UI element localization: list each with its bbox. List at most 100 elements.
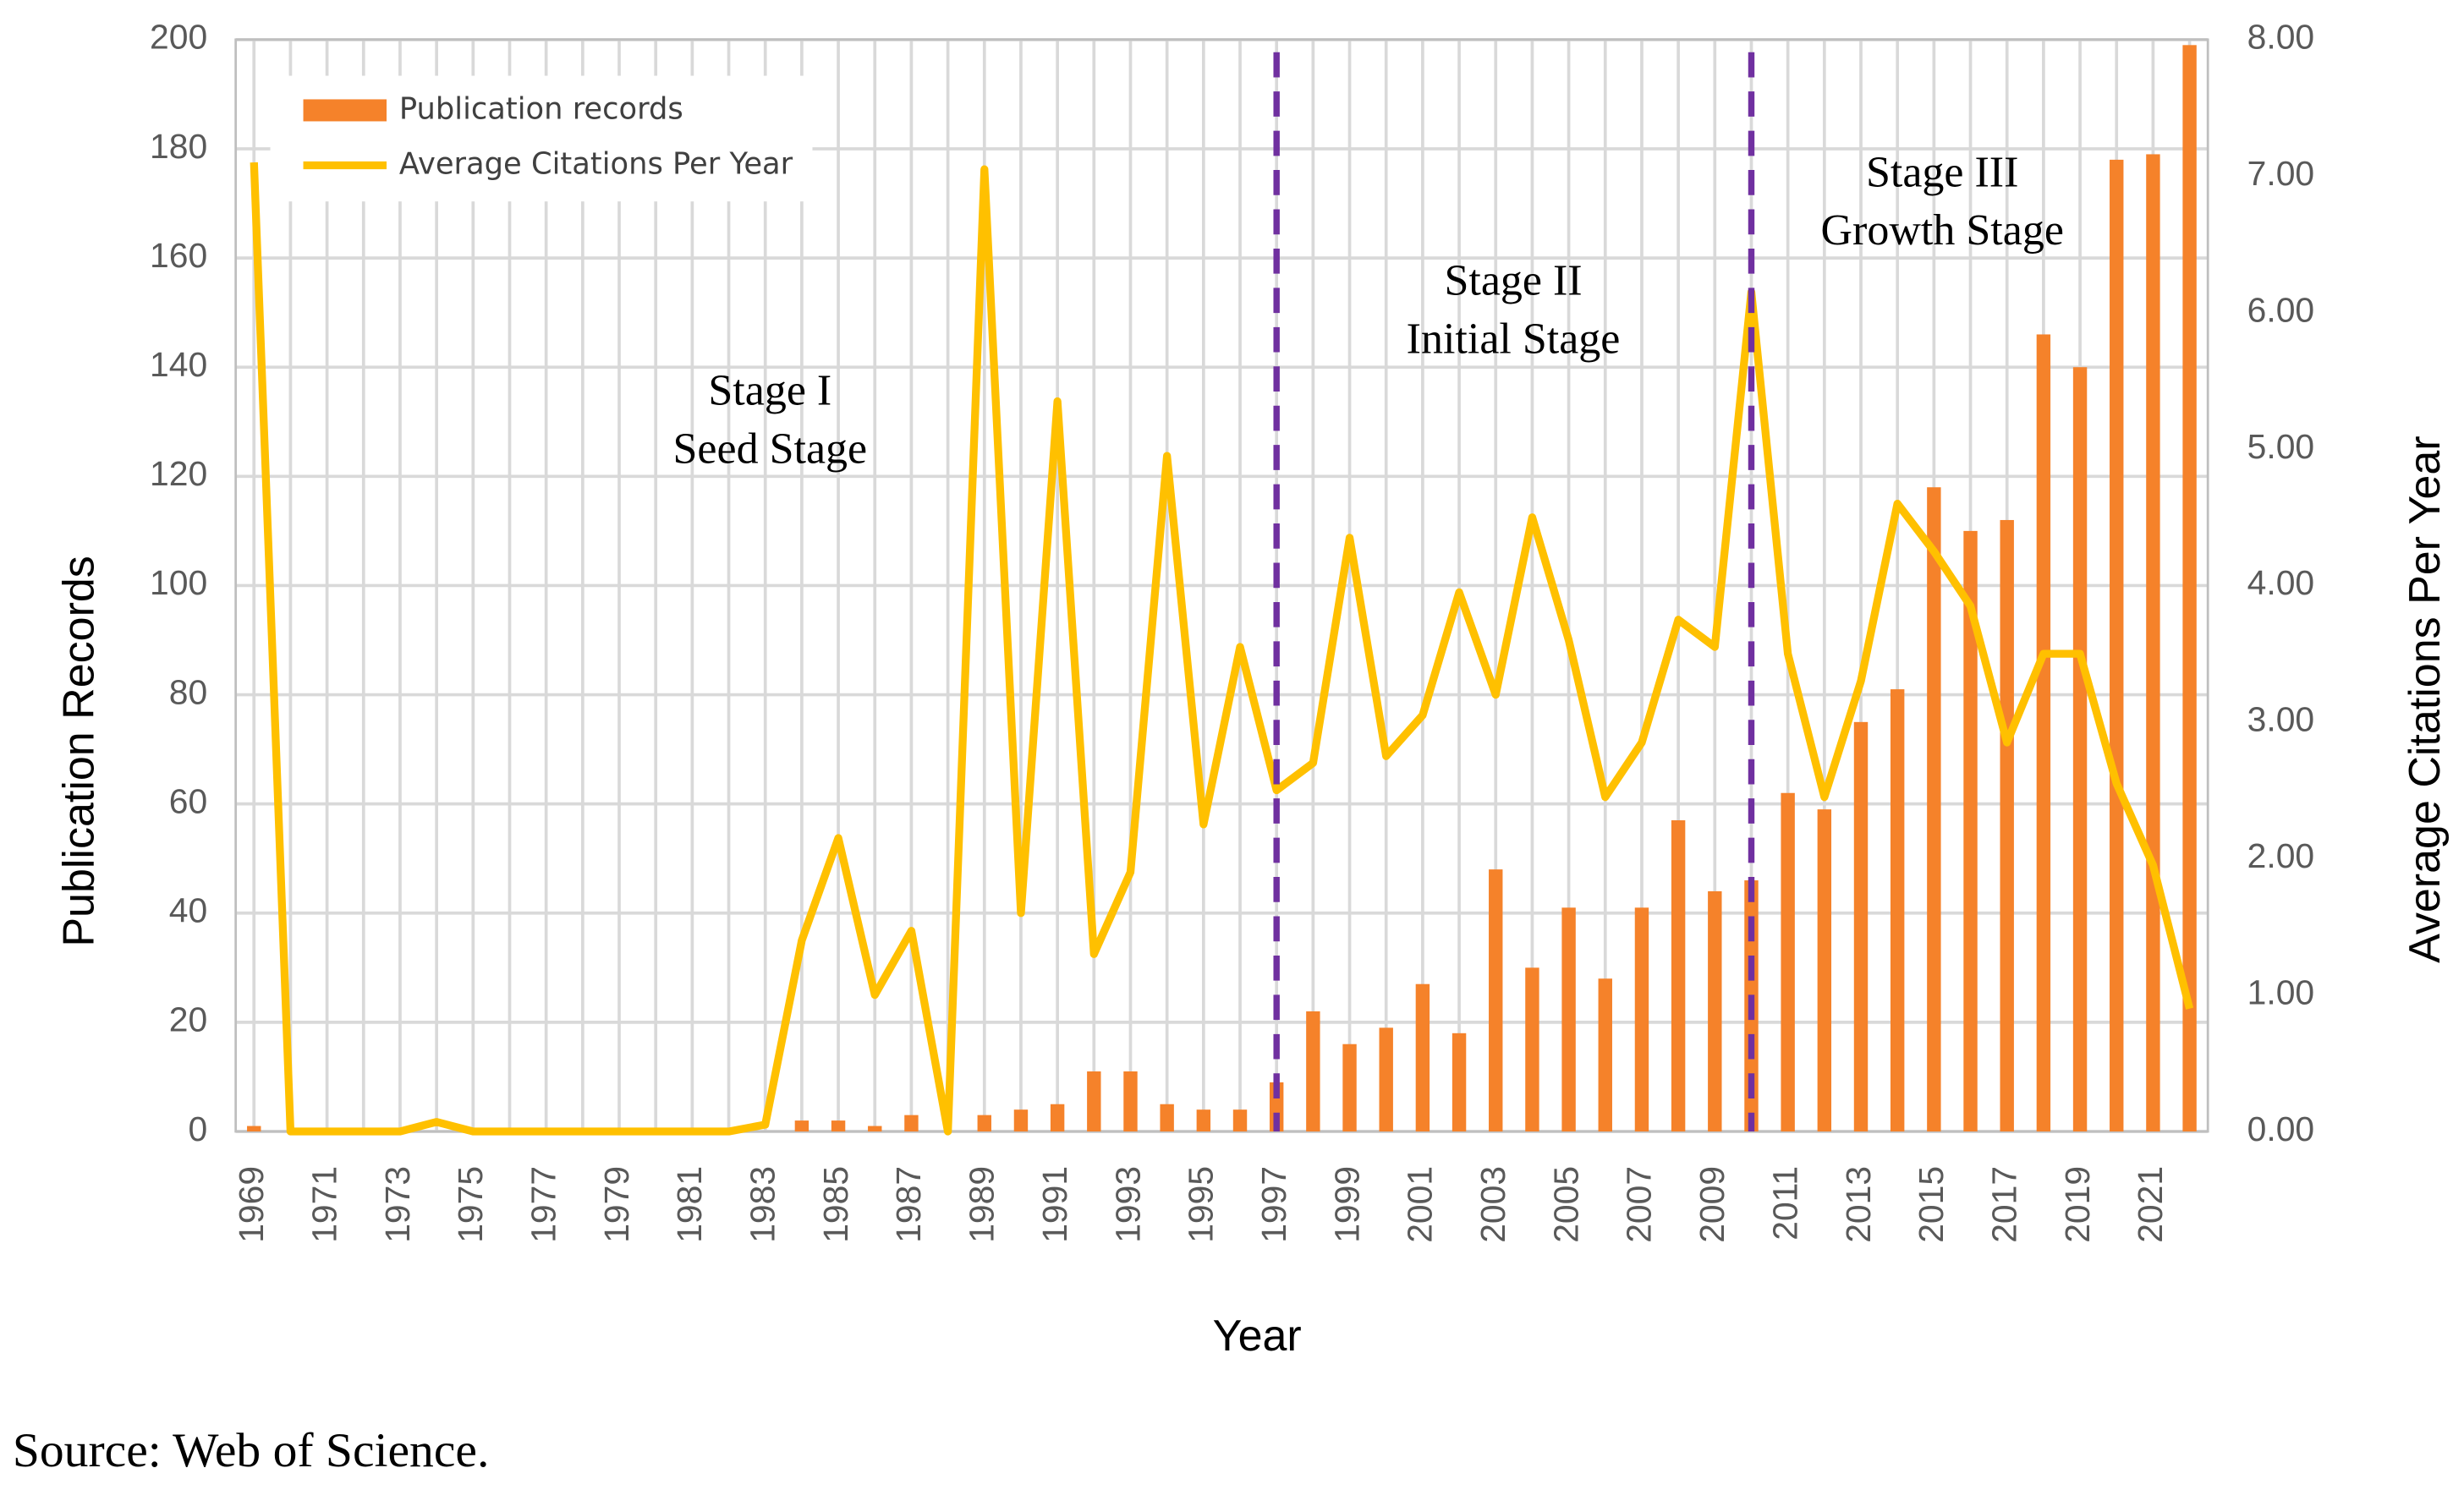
x-tick-label: 2013 [1839,1166,1878,1243]
x-tick-label: 1989 [963,1166,1002,1243]
bar [1489,869,1503,1132]
bar [2146,154,2160,1132]
line [250,162,2194,1136]
stage-annotation: Initial Stage [1407,315,1621,363]
x-tick-label: 2003 [1473,1166,1512,1243]
legend-label: Average Citations Per Year [399,146,793,181]
bar [1342,1044,1357,1132]
bar [1561,907,1576,1132]
bar [2182,45,2197,1132]
bar [794,1120,809,1132]
y2-tick-label: 3.00 [2247,700,2315,739]
y-tick-label: 180 [150,127,207,166]
stage-annotation: Growth Stage [1821,206,2064,255]
legend-swatch [303,99,387,122]
x-tick-label: 1969 [232,1166,271,1243]
bar [1452,1033,1467,1132]
x-tick-label: 1979 [597,1166,636,1243]
y-tick-label: 200 [150,18,207,57]
legend-label: Publication records [399,91,683,126]
x-tick-label: 1983 [744,1166,782,1243]
bar [1598,978,1612,1132]
x-tick-label: 1995 [1182,1166,1221,1243]
stage-annotation: Stage III [1866,148,2018,196]
bar [1306,1011,1320,1132]
x-tick-label: 2021 [2131,1166,2170,1243]
bar [2072,367,2088,1132]
bar [1853,721,1869,1132]
y-tick-label: 40 [169,891,207,930]
x-tick-label: 1997 [1254,1166,1293,1243]
x-tick-label: 2007 [1620,1166,1659,1243]
bar [831,1120,846,1132]
bar [1927,487,1941,1132]
x-tick-label: 2017 [1985,1166,2024,1243]
bar [2036,334,2051,1132]
y-tick-label: 0 [188,1109,207,1148]
y-tick-label: 160 [150,236,207,275]
x-tick-label: 1973 [378,1166,417,1243]
x-tick-label: 1999 [1327,1166,1366,1243]
x-tick-label: 1981 [670,1166,709,1243]
stage-annotation: Stage I [708,367,831,415]
bar [1671,820,1686,1132]
plot-frame [234,38,2209,1133]
y-tick-label: 80 [169,672,207,711]
bar [1781,792,1795,1132]
y-axis-title: Publication Records [54,556,103,946]
y-tick-label: 120 [150,454,207,493]
x-tick-label: 1971 [305,1166,343,1243]
bar [2000,519,2014,1132]
y2-tick-label: 4.00 [2247,563,2315,602]
bar [1708,890,1722,1132]
x-tick-label: 1987 [889,1166,928,1243]
legend-box [270,75,813,202]
y2-tick-label: 5.00 [2247,427,2315,466]
bar [1634,907,1649,1132]
x-tick-label: 1993 [1108,1166,1147,1243]
bar [977,1115,991,1132]
bar [1525,967,1539,1132]
x-tick-label: 2009 [1693,1166,1731,1243]
bar [1160,1104,1174,1132]
x-tick-label: 1991 [1035,1166,1074,1243]
x-tick-label: 2011 [1765,1166,1804,1241]
y-tick-label: 60 [169,781,207,820]
bar [1087,1071,1101,1132]
bar [1415,983,1430,1132]
stage-annotation: Stage II [1444,257,1582,305]
bar [1379,1027,1393,1132]
bar [1013,1109,1029,1132]
bar [1232,1109,1248,1132]
y2-tick-label: 1.00 [2247,972,2315,1011]
bar [904,1115,919,1132]
x-tick-label: 2015 [1912,1166,1951,1243]
y-tick-label: 20 [169,1000,207,1039]
bar [1196,1109,1211,1132]
x-tick-label: 2005 [1546,1166,1585,1243]
x-tick-label: 2019 [2058,1166,2097,1243]
stage-annotation: Seed Stage [673,425,868,473]
x-tick-label: 2001 [1401,1166,1440,1243]
y2-tick-label: 7.00 [2247,154,2315,193]
bar [247,1126,261,1132]
x-axis-title: Year [1213,1312,1302,1361]
bar [1890,689,1905,1132]
y-tick-label: 100 [150,563,207,602]
bar [1123,1071,1138,1132]
x-tick-label: 1977 [524,1166,562,1243]
bar [2110,159,2124,1132]
bar [1269,1082,1284,1132]
bar [1050,1104,1065,1132]
x-tick-label: 1975 [451,1166,490,1243]
y2-tick-label: 0.00 [2247,1109,2315,1148]
y2-axis-title: Average Citations Per Year [2401,435,2450,962]
y2-tick-label: 2.00 [2247,836,2315,875]
x-tick-label: 1985 [816,1166,855,1243]
y2-tick-label: 6.00 [2247,290,2315,329]
caption: Source: Web of Science. [13,1424,490,1477]
bar [1817,809,1832,1132]
bar [1963,530,1978,1132]
y-tick-label: 140 [150,345,207,384]
